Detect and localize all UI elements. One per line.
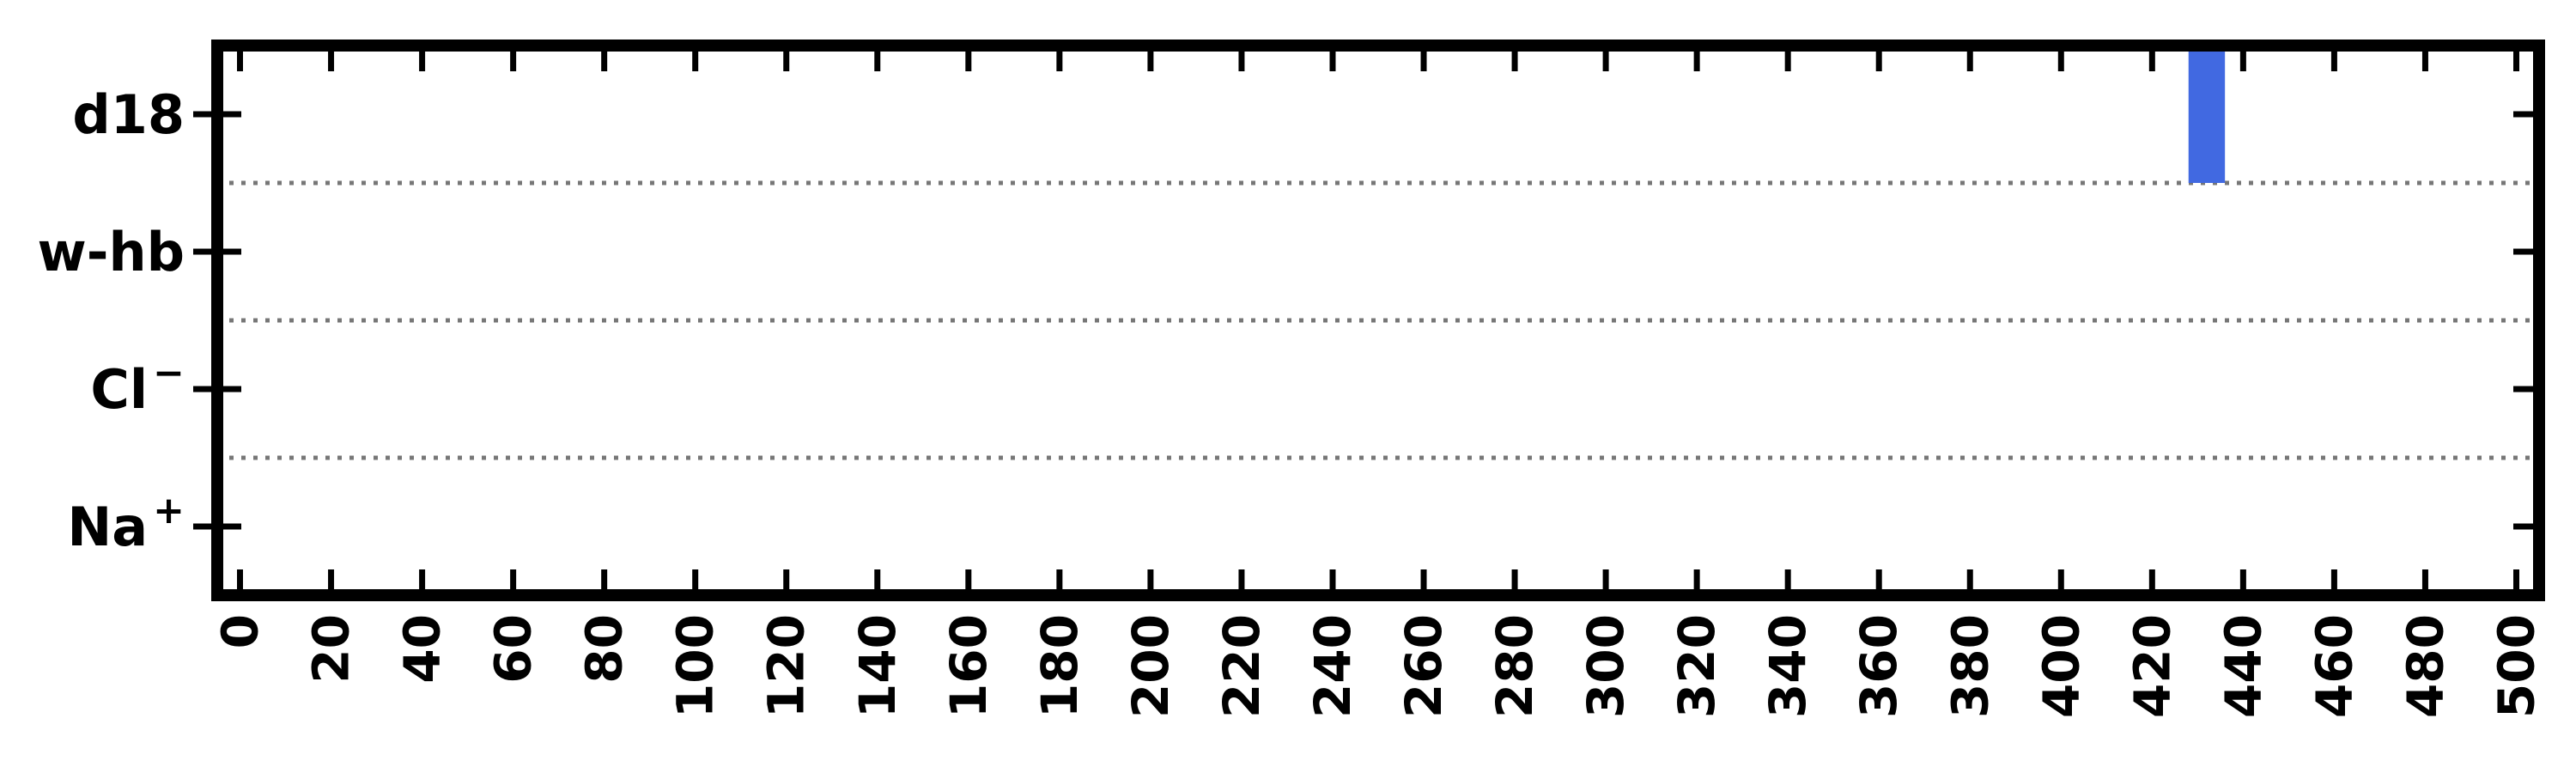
x-tick-label: 420 xyxy=(2123,614,2181,718)
x-tick-label: 280 xyxy=(1485,614,1544,718)
x-tick-label: 100 xyxy=(666,614,725,718)
x-tick-label: 500 xyxy=(2487,614,2545,718)
y-tick-label-d18: d18 xyxy=(72,83,185,146)
x-tick-label: 160 xyxy=(939,614,998,718)
x-tick-label: 300 xyxy=(1577,614,1635,718)
y-tick-label-na: Na + xyxy=(67,489,185,558)
x-tick-label: 40 xyxy=(393,614,452,684)
x-tick-label: 120 xyxy=(757,614,816,718)
x-tick-label: 340 xyxy=(1759,614,1817,718)
x-tick-label: 360 xyxy=(1850,614,1908,718)
x-tick-label: 80 xyxy=(575,614,634,684)
x-tick-label: 320 xyxy=(1668,614,1726,718)
x-tick-label: 440 xyxy=(2214,614,2272,718)
y-tick-label-cl: Cl − xyxy=(90,351,185,421)
x-tick-label: 380 xyxy=(1941,614,1999,718)
x-tick-label: 260 xyxy=(1394,614,1453,718)
x-tick-label: 220 xyxy=(1212,614,1271,718)
data-bars xyxy=(2189,46,2225,183)
x-tick-label: 480 xyxy=(2396,614,2454,718)
x-tick-label: 400 xyxy=(2032,614,2090,718)
x-tick-label: 20 xyxy=(302,614,361,684)
x-tick-label: 0 xyxy=(211,614,270,648)
x-tick-label: 460 xyxy=(2305,614,2363,718)
y-tick-label-whb: w-hb xyxy=(37,221,185,283)
x-tick-label: 180 xyxy=(1030,614,1089,718)
x-tick-label: 140 xyxy=(848,614,907,718)
x-tick-label: 200 xyxy=(1121,614,1180,718)
x-tick-label: 240 xyxy=(1303,614,1362,718)
x-tick-label: 60 xyxy=(484,614,543,684)
bar-d18 xyxy=(2189,46,2225,183)
